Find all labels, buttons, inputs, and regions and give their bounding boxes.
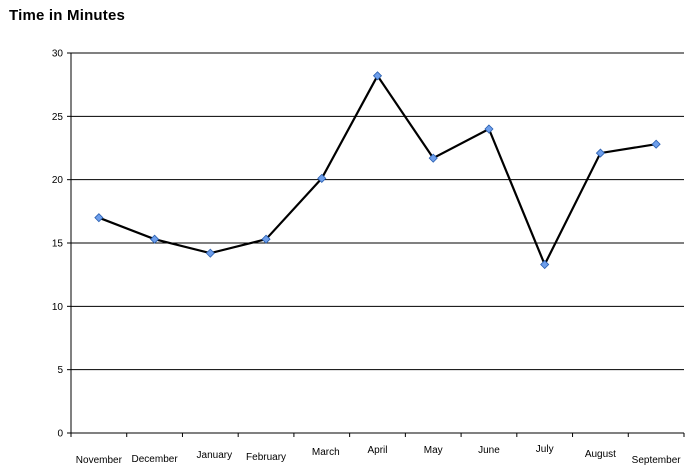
x-tick-label: March [312, 447, 340, 458]
x-tick-label: August [585, 449, 616, 460]
data-point [261, 234, 271, 244]
y-tick-labels: 0 5 10 15 20 25 30 [52, 49, 64, 440]
x-tick-label: February [246, 452, 286, 463]
y-tick-label: 0 [57, 429, 63, 440]
y-tick-label: 30 [52, 49, 64, 60]
x-tick-label: May [424, 445, 443, 456]
x-tick-labels: November December January February March Apri… [76, 444, 681, 466]
chart-title: Time in Minutes [9, 7, 126, 24]
y-tick-label: 10 [52, 302, 64, 313]
series-line [98, 73, 657, 268]
data-point [651, 139, 661, 149]
x-tick-label: November [76, 455, 123, 466]
y-tick-label: 20 [52, 175, 64, 186]
y-tick-label: 15 [52, 239, 64, 250]
y-tick-label: 5 [57, 365, 63, 376]
data-point [205, 248, 215, 258]
x-tick-label: April [367, 445, 387, 456]
x-tick-label: September [632, 455, 682, 466]
data-point [540, 259, 550, 270]
data-point [428, 153, 438, 163]
data-point [317, 173, 327, 183]
data-point [372, 71, 383, 81]
x-tick-label: December [132, 454, 179, 465]
axes [67, 52, 685, 437]
data-point [484, 124, 494, 134]
series [94, 71, 661, 270]
x-tick-label: July [536, 444, 554, 455]
x-tick-label: June [478, 445, 500, 456]
x-tick-label: January [197, 450, 233, 461]
data-point [150, 234, 160, 244]
data-point [595, 148, 605, 158]
y-tick-label: 25 [52, 112, 64, 123]
gridlines [71, 52, 684, 371]
data-point [94, 213, 104, 223]
